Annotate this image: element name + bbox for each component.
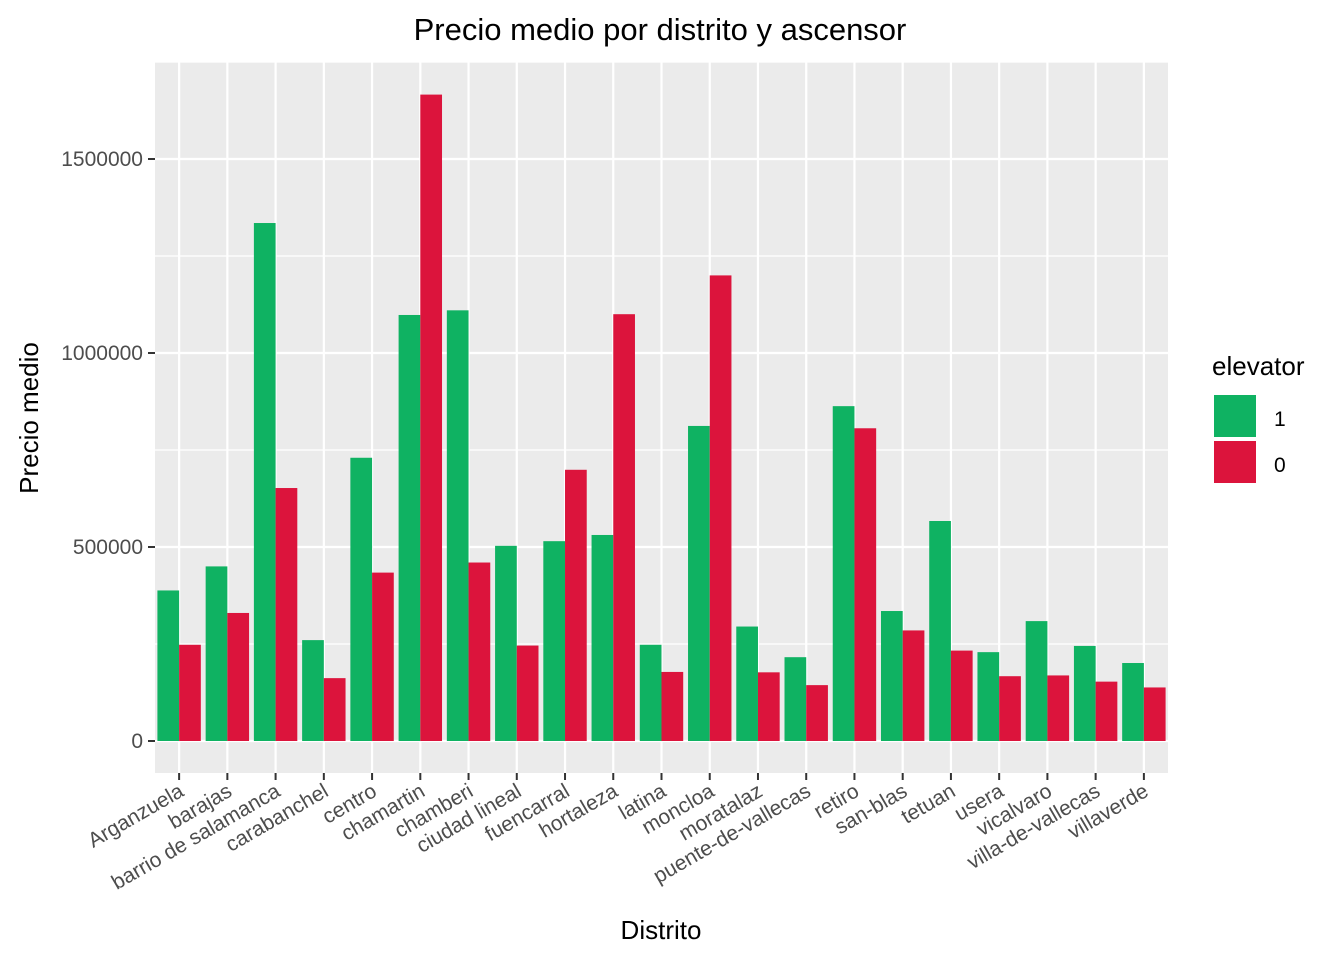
y-axis-title: Precio medio (14, 342, 44, 494)
y-axis: 0 500000 1000000 1500000 (61, 148, 155, 753)
legend-label-1: 1 (1274, 408, 1286, 431)
legend: elevator 1 0 (1212, 351, 1305, 483)
bar-usera-elevator-0 (999, 676, 1021, 741)
bar-Arganzuela-elevator-0 (179, 644, 201, 741)
bar-latina-elevator-0 (661, 671, 684, 741)
bars (157, 94, 1166, 742)
bar-barrio-de-salamanca-elevator-1 (253, 223, 276, 741)
bar-barajas-elevator-1 (205, 566, 228, 741)
legend-title: elevator (1212, 351, 1305, 381)
bar-Arganzuela-elevator-1 (157, 590, 180, 741)
bar-moratalaz-elevator-0 (757, 672, 780, 741)
bar-puente-de-vallecas-elevator-1 (784, 657, 807, 741)
y-tick-label: 1000000 (61, 342, 143, 365)
bar-hortaleza-elevator-0 (613, 314, 635, 741)
bar-latina-elevator-1 (639, 644, 662, 741)
legend-label-0: 0 (1274, 454, 1286, 477)
x-tick-label: tetuan (897, 779, 959, 828)
bar-hortaleza-elevator-1 (591, 534, 614, 741)
bar-carabanchel-elevator-1 (302, 640, 324, 741)
bar-centro-elevator-1 (350, 457, 373, 741)
bar-moncloa-elevator-1 (688, 425, 710, 741)
bar-chamartin-elevator-0 (420, 94, 443, 742)
bar-chamberi-elevator-1 (446, 310, 469, 741)
bar-villa-de-vallecas-elevator-0 (1095, 681, 1118, 741)
bar-chamberi-elevator-0 (468, 562, 491, 741)
bar-vicalvaro-elevator-0 (1047, 675, 1070, 741)
legend-swatch-0 (1214, 441, 1256, 483)
bar-barrio-de-salamanca-elevator-0 (275, 488, 298, 741)
legend-swatch-1 (1214, 395, 1256, 437)
bar-retiro-elevator-1 (832, 406, 855, 741)
bar-fuencarral-elevator-0 (565, 469, 587, 741)
bar-vicalvaro-elevator-1 (1025, 621, 1048, 741)
y-tick-label: 1500000 (61, 148, 143, 171)
bar-fuencarral-elevator-1 (543, 541, 566, 741)
bar-villa-de-vallecas-elevator-1 (1073, 645, 1096, 741)
bar-carabanchel-elevator-0 (323, 678, 346, 741)
y-tick-label: 0 (131, 730, 143, 753)
bar-ciudad-lineal-elevator-1 (495, 545, 517, 741)
bar-villaverde-elevator-1 (1122, 663, 1144, 741)
bar-moratalaz-elevator-1 (736, 626, 758, 741)
bar-chamartin-elevator-1 (398, 314, 421, 741)
bar-tetuan-elevator-0 (950, 650, 973, 741)
bar-san-blas-elevator-1 (880, 611, 903, 741)
y-tick-label: 500000 (73, 536, 143, 559)
bar-centro-elevator-0 (372, 572, 394, 741)
chart-title: Precio medio por distrito y ascensor (414, 12, 907, 47)
bar-usera-elevator-1 (977, 652, 1000, 741)
bar-tetuan-elevator-1 (929, 521, 951, 741)
bar-moncloa-elevator-0 (709, 275, 732, 741)
bar-san-blas-elevator-0 (902, 630, 925, 741)
bar-barajas-elevator-0 (227, 612, 250, 741)
bar-puente-de-vallecas-elevator-0 (806, 685, 828, 741)
x-axis-title: Distrito (621, 915, 702, 945)
bar-ciudad-lineal-elevator-0 (516, 645, 539, 741)
bar-villaverde-elevator-0 (1143, 687, 1166, 741)
bar-retiro-elevator-0 (854, 428, 877, 741)
